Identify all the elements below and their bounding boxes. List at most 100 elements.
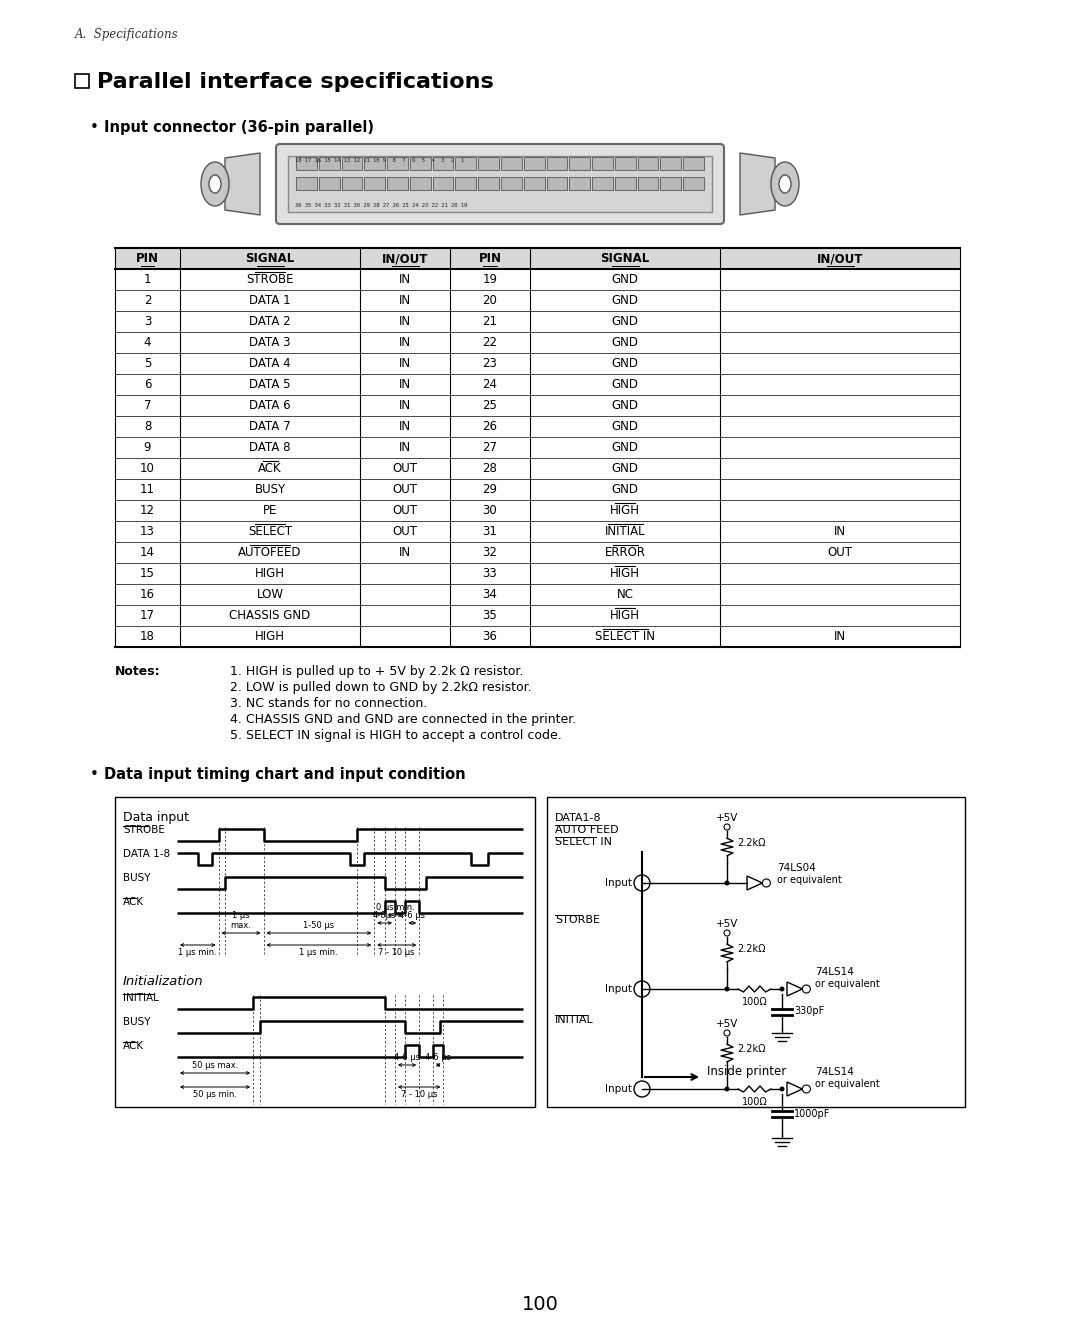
Text: 1 μs min.: 1 μs min. [299,949,338,957]
Text: GND: GND [611,400,638,411]
Text: 4-6 μs: 4-6 μs [400,912,426,919]
Text: SELECT IN: SELECT IN [555,837,612,847]
Text: 26: 26 [483,419,498,433]
Text: 25: 25 [483,400,498,411]
Bar [114,247,960,269]
Text: 1 μs
max.: 1 μs max. [230,910,252,930]
Bar [524,177,544,191]
Circle shape [725,1086,729,1091]
Text: IN: IN [399,315,411,328]
Text: IN: IN [399,378,411,392]
Text: 50 μs max.: 50 μs max. [192,1061,239,1070]
Bar [661,177,681,191]
Bar [478,157,499,169]
Polygon shape [225,153,260,216]
Bar [478,177,499,191]
Text: IN: IN [399,336,411,349]
Text: 0 μs min.: 0 μs min. [376,904,415,912]
Bar [501,157,522,169]
Text: IN/OUT: IN/OUT [382,251,428,265]
Text: Input: Input [605,878,632,888]
Bar [319,177,339,191]
Bar [684,157,704,169]
Bar [387,157,408,169]
Text: 36 35 34 33 32 31 30 29 28 27 26 25 24 23 22 21 20 19: 36 35 34 33 32 31 30 29 28 27 26 25 24 2… [295,202,468,208]
Text: HIGH: HIGH [255,568,285,579]
Text: STORBE: STORBE [555,916,600,925]
Text: DATA 7: DATA 7 [249,419,291,433]
Text: 16: 16 [140,587,156,601]
Text: GND: GND [611,315,638,328]
Text: 21: 21 [483,315,498,328]
Text: 100: 100 [522,1295,558,1314]
Text: GND: GND [611,273,638,286]
Text: DATA 1-8: DATA 1-8 [123,849,171,859]
Bar [114,796,535,1107]
Text: 12: 12 [140,504,156,517]
Bar [288,156,712,212]
Text: GND: GND [611,294,638,307]
Text: 13: 13 [140,525,154,538]
Bar [524,157,544,169]
Text: SIGNAL: SIGNAL [245,251,295,265]
Bar [296,157,316,169]
Bar [296,177,316,191]
Text: HIGH: HIGH [610,504,640,517]
Text: IN: IN [399,273,411,286]
Bar [341,177,362,191]
Text: 74LS14: 74LS14 [815,967,854,976]
Text: DATA 4: DATA 4 [249,357,291,370]
Bar [684,177,704,191]
Text: CHASSIS GND: CHASSIS GND [229,609,311,622]
Text: BUSY: BUSY [123,1017,150,1027]
Text: or equivalent: or equivalent [777,875,841,885]
Ellipse shape [771,161,799,206]
Text: 5. SELECT IN signal is HIGH to accept a control code.: 5. SELECT IN signal is HIGH to accept a … [230,729,562,742]
Text: ERROR: ERROR [605,546,646,560]
Text: NC: NC [617,587,634,601]
Ellipse shape [201,161,229,206]
Text: 31: 31 [483,525,498,538]
Text: +5V: +5V [716,919,739,929]
Bar [410,157,431,169]
Bar [433,157,454,169]
Text: Inside printer: Inside printer [707,1065,786,1078]
Text: INITIAL: INITIAL [605,525,646,538]
Text: •: • [90,767,99,782]
Text: Input: Input [605,1084,632,1094]
Circle shape [725,881,729,885]
Polygon shape [740,153,775,216]
Bar [75,74,89,89]
Text: 4-6μs: 4-6μs [373,912,396,919]
Text: 8: 8 [144,419,151,433]
Text: 1: 1 [144,273,151,286]
Ellipse shape [779,175,791,193]
Text: 74LS14: 74LS14 [815,1068,854,1077]
Ellipse shape [210,175,221,193]
Circle shape [725,987,729,991]
Text: 14: 14 [140,546,156,560]
Text: or equivalent: or equivalent [815,1080,880,1089]
Text: ACK: ACK [123,897,144,908]
Text: +5V: +5V [716,814,739,823]
Text: DATA 5: DATA 5 [249,378,291,392]
Bar [615,177,636,191]
FancyBboxPatch shape [276,144,724,224]
Text: 50 μs min.: 50 μs min. [193,1090,238,1099]
Text: 1 μs min.: 1 μs min. [178,949,217,957]
Text: IN: IN [834,630,846,643]
Text: 74LS04: 74LS04 [777,863,815,873]
Text: 2: 2 [144,294,151,307]
Text: GND: GND [611,462,638,475]
Text: DATA 8: DATA 8 [249,441,291,454]
Bar [456,157,476,169]
Text: IN: IN [399,441,411,454]
Text: 4: 4 [144,336,151,349]
Text: 33: 33 [483,568,498,579]
Text: 7 - 10 μs: 7 - 10 μs [401,1090,437,1099]
Bar [569,157,590,169]
Text: 1. HIGH is pulled up to + 5V by 2.2k Ω resistor.: 1. HIGH is pulled up to + 5V by 2.2k Ω r… [230,665,524,677]
Bar [433,177,454,191]
Text: 2.2kΩ: 2.2kΩ [737,945,766,954]
Text: GND: GND [611,336,638,349]
